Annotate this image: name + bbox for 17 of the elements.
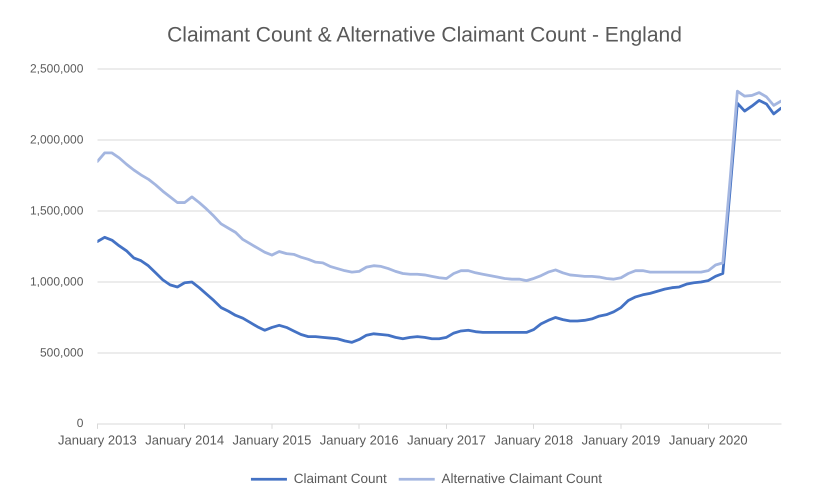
chart-title: Claimant Count & Alternative Claimant Count - England (167, 23, 682, 46)
x-tick-label: January 2018 (494, 432, 574, 448)
legend-label: Alternative Claimant Count (441, 470, 602, 486)
y-tick-label: 2,500,000 (30, 62, 84, 76)
y-tick-label: 1,500,000 (30, 203, 84, 218)
y-tick-label: 0 (76, 416, 84, 430)
x-tick-label: January 2017 (407, 432, 486, 448)
x-tick-label: January 2015 (232, 432, 312, 448)
legend-label: Claimant Count (294, 470, 387, 486)
y-tick-label: 2,000,000 (30, 132, 84, 146)
x-tick-label: January 2013 (58, 432, 137, 448)
y-tick-label: 1,000,000 (30, 274, 84, 288)
x-tick-label: January 2016 (320, 432, 399, 448)
x-tick-label: January 2014 (145, 432, 224, 448)
y-tick-label: 500,000 (40, 345, 84, 360)
x-tick-label: January 2019 (582, 432, 660, 448)
x-tick-label: January 2020 (668, 432, 748, 448)
